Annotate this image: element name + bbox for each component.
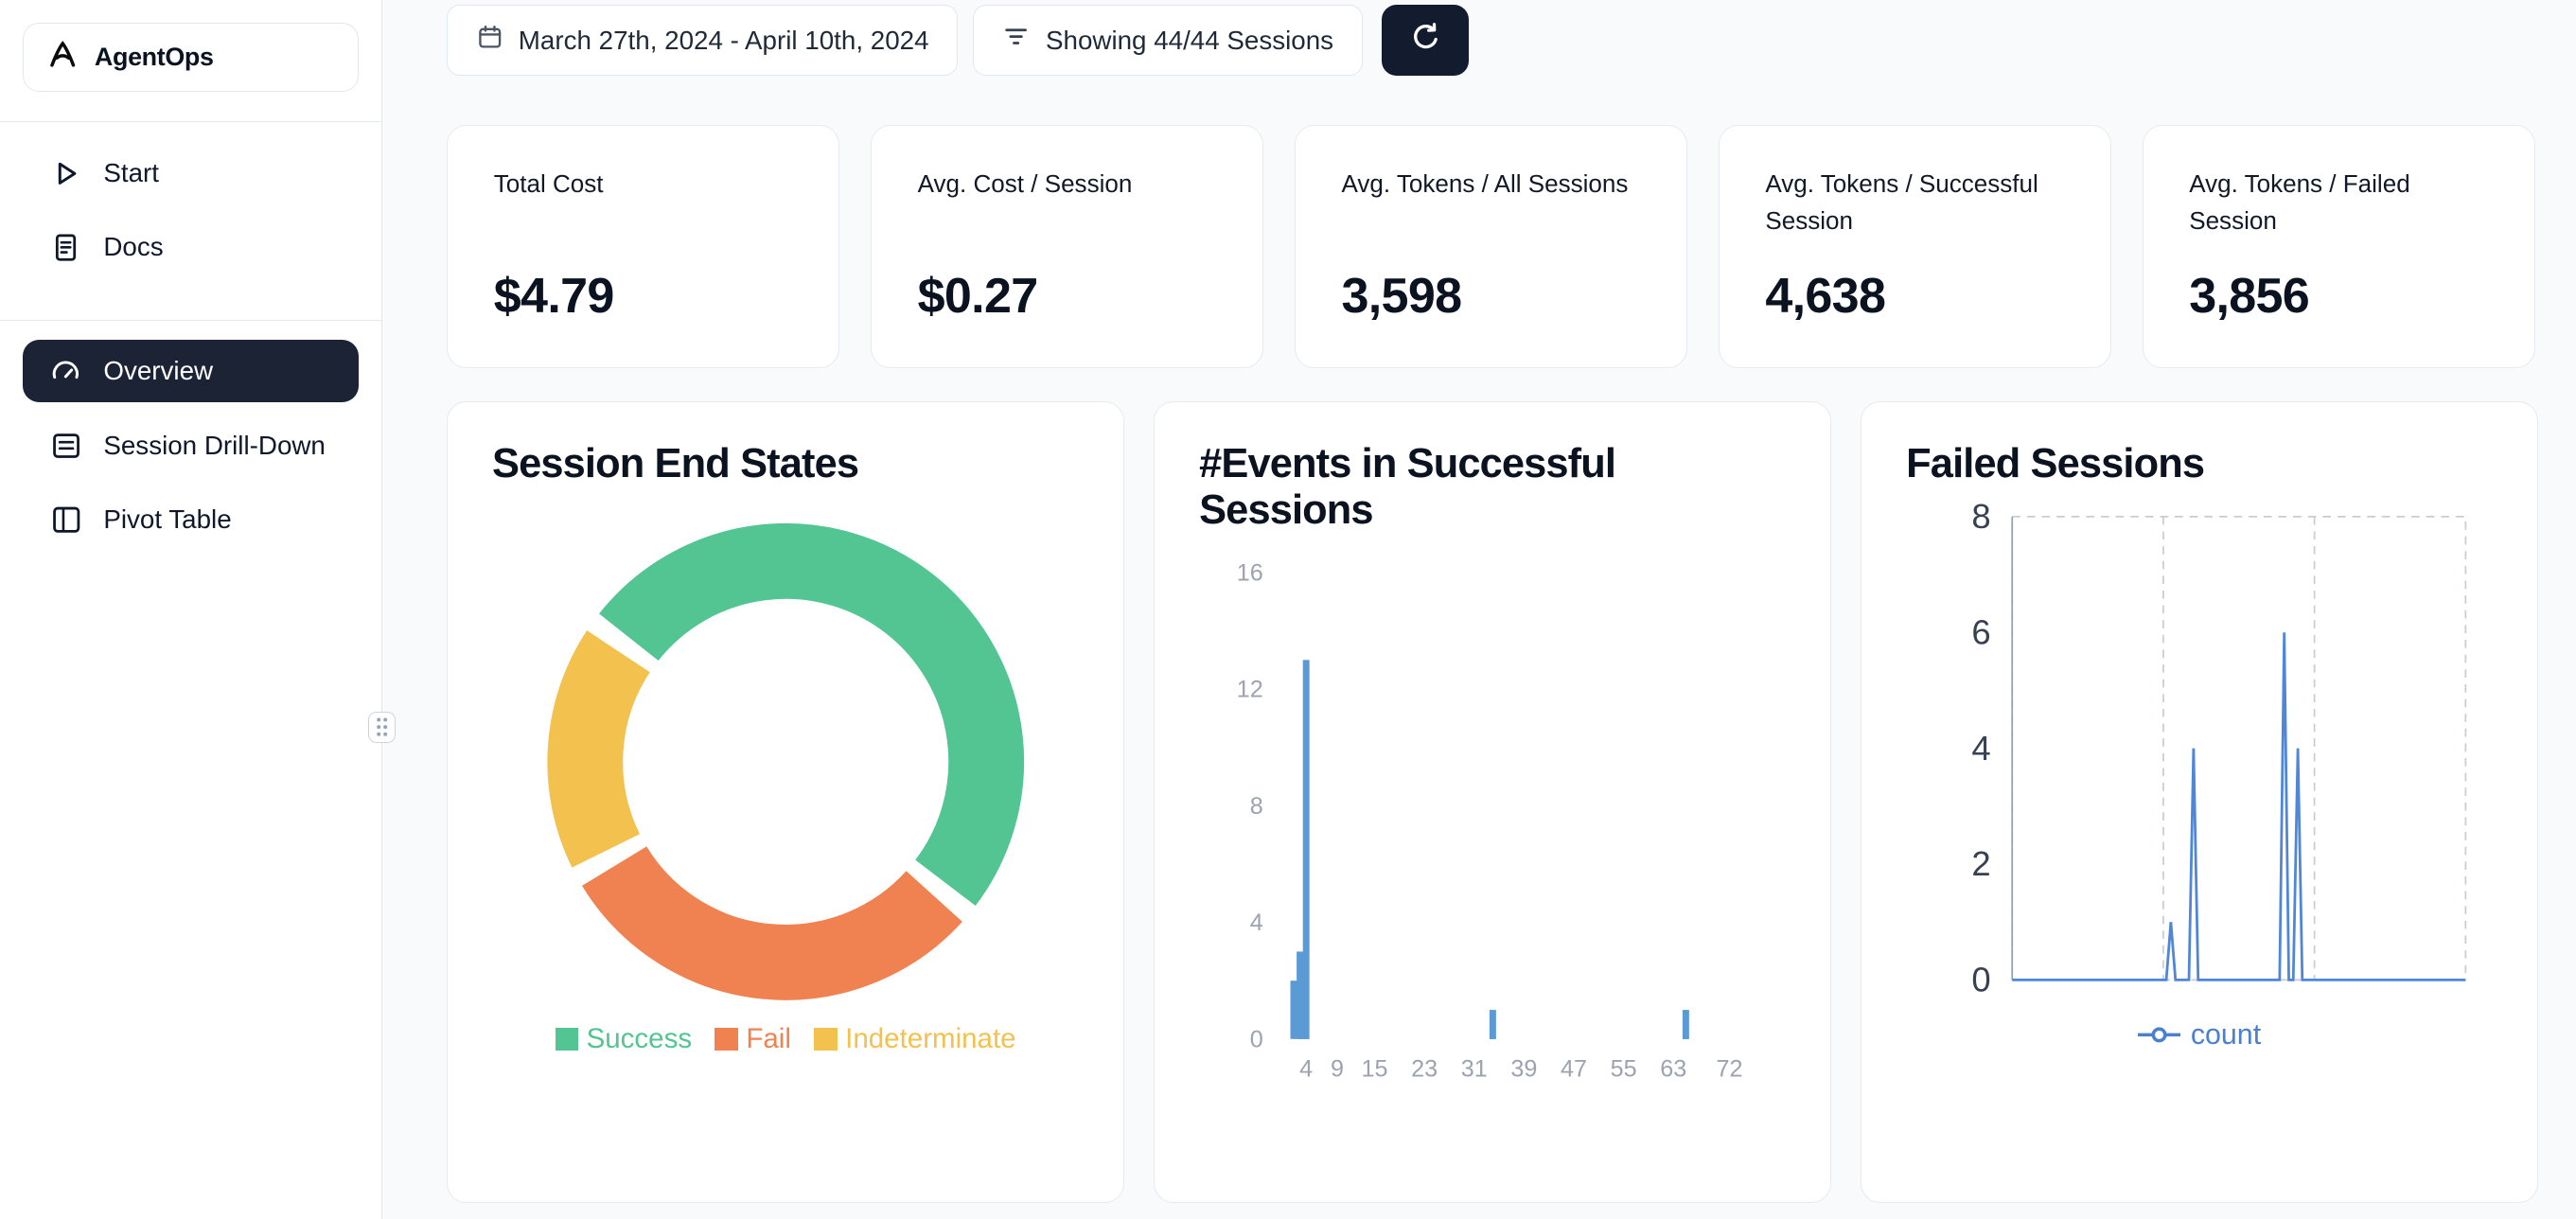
sidebar: AgentOps Start Docs	[0, 0, 383, 1219]
legend-swatch	[555, 1027, 578, 1051]
svg-text:4: 4	[1299, 1056, 1313, 1083]
stat-label: Avg. Cost / Session	[917, 168, 1133, 198]
stat-value: 4,638	[1765, 268, 1886, 324]
svg-text:4: 4	[1971, 729, 1990, 768]
line-chart: 0 2 4 6 8	[1971, 497, 2467, 999]
sidebar-item-session-drill-down[interactable]: Session Drill-Down	[23, 415, 359, 477]
sidebar-item-label: Start	[103, 158, 159, 188]
stat-label: Avg. Tokens / Failed Session	[2189, 168, 2410, 235]
stat-label: Avg. Tokens / Successful Session	[1765, 168, 2038, 235]
svg-text:0: 0	[1971, 961, 1990, 999]
count-legend-marker-icon	[2138, 1027, 2181, 1043]
svg-text:4: 4	[1250, 910, 1263, 937]
stats-row: Total Cost $4.79 Avg. Cost / Session $0.…	[447, 124, 2538, 368]
chart-title: #Events in Successful Sessions	[1199, 441, 1616, 533]
stat-card-avg-tokens-all: Avg. Tokens / All Sessions 3,598	[1294, 124, 1687, 368]
chart-title: Failed Sessions	[1906, 441, 2205, 487]
table-columns-icon	[49, 503, 82, 536]
sidebar-divider	[0, 121, 382, 123]
stat-value: 3,598	[1341, 268, 1463, 324]
donut-legend: Success Fail Indeterminate	[555, 1022, 1016, 1055]
app-title: AgentOps	[94, 43, 214, 72]
sessions-filter-button[interactable]: Showing 44/44 Sessions	[972, 5, 1363, 76]
sidebar-item-label: Session Drill-Down	[103, 430, 326, 460]
stat-value: $0.27	[917, 268, 1039, 324]
stat-card-avg-tokens-successful: Avg. Tokens / Successful Session 4,638	[1718, 124, 2111, 368]
charts-row: Session End States Success Fail Indetermin…	[447, 400, 2539, 1203]
refresh-icon	[1408, 20, 1442, 60]
stat-card-total-cost: Total Cost $4.79	[447, 124, 840, 368]
legend-label: Fail	[746, 1022, 791, 1054]
sidebar-item-label: Pivot Table	[103, 504, 232, 534]
date-range-button[interactable]: March 27th, 2024 - April 10th, 2024	[447, 5, 959, 76]
stat-card-avg-cost-session: Avg. Cost / Session $0.27	[871, 124, 1263, 368]
sidebar-item-label: Overview	[103, 356, 214, 386]
sidebar-item-label: Docs	[103, 232, 164, 262]
calendar-icon	[476, 23, 504, 58]
drag-dots-icon	[377, 717, 388, 736]
chart-title: Session End States	[492, 441, 859, 487]
legend-label: Indeterminate	[845, 1022, 1016, 1054]
svg-text:8: 8	[1971, 497, 1990, 536]
svg-text:6: 6	[1971, 613, 1990, 652]
svg-text:8: 8	[1250, 793, 1263, 820]
chart-card-events-successful: #Events in Successful Sessions 0 4 8 12 16 4 9…	[1154, 400, 1832, 1203]
gauge-icon	[49, 355, 82, 388]
svg-text:55: 55	[1611, 1056, 1637, 1083]
stat-value: $4.79	[493, 268, 615, 324]
sessions-filter-label: Showing 44/44 Sessions	[1045, 25, 1334, 55]
sidebar-item-pivot-table[interactable]: Pivot Table	[23, 488, 359, 551]
legend-swatch	[814, 1027, 838, 1051]
date-range-label: March 27th, 2024 - April 10th, 2024	[518, 25, 929, 55]
donut-chart	[547, 522, 1025, 1000]
stat-label: Total Cost	[493, 168, 604, 198]
svg-text:0: 0	[1250, 1027, 1263, 1053]
svg-text:2: 2	[1971, 844, 1990, 883]
count-legend: count	[1906, 1018, 2493, 1051]
sidebar-item-overview[interactable]: Overview	[23, 340, 360, 403]
legend-item-fail: Fail	[715, 1023, 791, 1055]
agentops-logo-icon	[45, 37, 79, 78]
chart-card-session-end-states: Session End States Success Fail Indetermin…	[447, 400, 1125, 1203]
document-icon	[49, 231, 82, 264]
list-details-icon	[49, 429, 82, 462]
legend-swatch	[715, 1027, 738, 1051]
svg-text:9: 9	[1331, 1056, 1344, 1083]
stat-card-avg-tokens-failed: Avg. Tokens / Failed Session 3,856	[2142, 124, 2535, 368]
legend-item-success: Success	[555, 1022, 693, 1055]
sidebar-divider	[0, 319, 382, 321]
sidebar-resize-handle[interactable]	[367, 711, 397, 743]
sidebar-item-docs[interactable]: Docs	[23, 216, 359, 278]
svg-text:12: 12	[1237, 677, 1263, 703]
count-legend-label: count	[2190, 1017, 2262, 1051]
app-logo[interactable]: AgentOps	[23, 23, 360, 93]
legend-item-indeterminate: Indeterminate	[814, 1022, 1016, 1055]
svg-text:39: 39	[1510, 1056, 1537, 1083]
svg-text:16: 16	[1237, 560, 1263, 587]
svg-text:31: 31	[1461, 1056, 1488, 1083]
main-content: March 27th, 2024 - April 10th, 2024 Show…	[382, 0, 2576, 1219]
sidebar-item-start[interactable]: Start	[23, 142, 359, 204]
svg-text:72: 72	[1717, 1056, 1743, 1083]
play-icon	[49, 157, 82, 190]
refresh-button[interactable]	[1382, 5, 1470, 76]
legend-label: Success	[586, 1022, 693, 1054]
stat-label: Avg. Tokens / All Sessions	[1341, 168, 1629, 198]
svg-text:15: 15	[1362, 1056, 1388, 1083]
svg-text:23: 23	[1411, 1056, 1438, 1083]
svg-text:63: 63	[1660, 1056, 1686, 1083]
topbar: March 27th, 2024 - April 10th, 2024 Show…	[447, 5, 2538, 76]
filter-icon	[1001, 22, 1031, 58]
stat-value: 3,856	[2189, 268, 2310, 324]
chart-card-failed-sessions: Failed Sessions 0 2 4 6 8 count	[1861, 400, 2539, 1203]
svg-text:47: 47	[1561, 1056, 1587, 1083]
